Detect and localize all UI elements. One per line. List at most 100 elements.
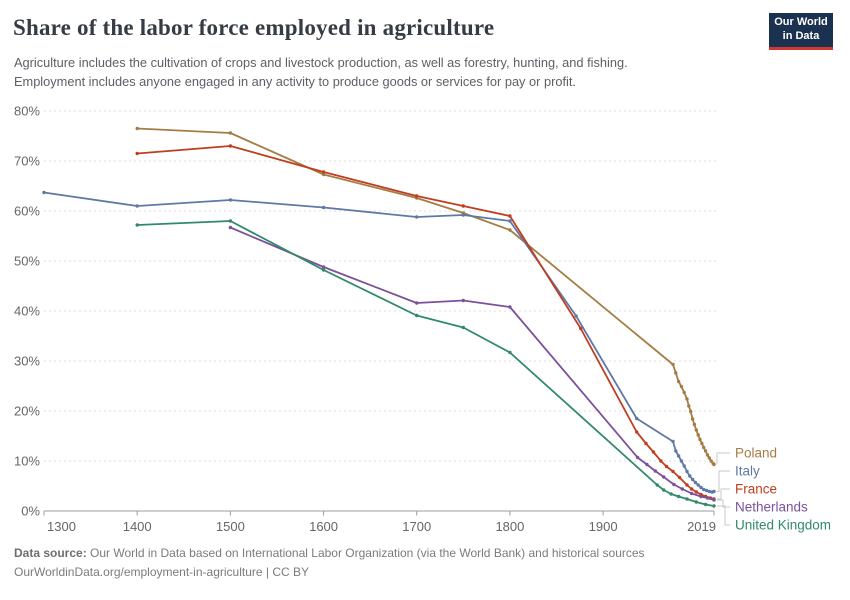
point-marker: [674, 371, 678, 375]
point-marker: [321, 172, 326, 177]
point-marker: [689, 491, 694, 496]
point-marker: [415, 301, 419, 305]
point-marker: [690, 417, 695, 421]
point-marker: [461, 204, 465, 208]
point-marker: [705, 453, 710, 457]
point-marker: [700, 441, 704, 446]
point-marker: [698, 437, 702, 442]
point-marker: [707, 489, 711, 494]
point-marker: [664, 464, 669, 469]
series-italy[interactable]: [42, 190, 716, 494]
point-marker: [712, 504, 716, 508]
legend-label-united-kingdom[interactable]: United Kingdom: [735, 518, 831, 533]
point-marker: [135, 151, 139, 156]
line-netherlands: [230, 226, 715, 501]
x-tick-label-1300: 1300: [47, 519, 76, 534]
x-tick-label-1600: 1600: [309, 519, 338, 534]
point-marker: [651, 450, 656, 454]
point-marker: [679, 459, 684, 463]
point-marker: [671, 362, 675, 367]
legend-connector-netherlands: [717, 499, 730, 508]
point-marker: [645, 462, 649, 467]
point-marker: [703, 449, 708, 453]
point-marker: [635, 416, 639, 421]
point-marker: [321, 205, 326, 210]
point-marker: [228, 198, 233, 202]
point-marker: [694, 428, 698, 432]
point-marker: [415, 194, 419, 198]
point-marker: [321, 170, 326, 174]
point-marker: [508, 219, 512, 223]
point-marker: [674, 449, 678, 453]
point-marker: [662, 488, 666, 492]
point-marker: [685, 497, 689, 501]
point-marker: [461, 325, 465, 330]
point-marker: [694, 500, 698, 504]
line-italy: [43, 191, 715, 493]
logo-line-2: in Data: [782, 30, 820, 42]
series-united-kingdom[interactable]: [135, 219, 716, 508]
legend-label-italy[interactable]: Italy: [735, 464, 760, 479]
attribution-line: OurWorldinData.org/employment-in-agricul…: [14, 565, 310, 580]
y-tick-label-50: 50%: [14, 254, 40, 269]
subtitle-line-1: Agriculture includes the cultivation of …: [14, 55, 628, 70]
point-marker: [228, 219, 233, 223]
x-tick-label-1700: 1700: [402, 519, 431, 534]
line-united-kingdom: [137, 220, 715, 507]
point-marker: [662, 475, 666, 479]
point-marker: [699, 494, 703, 499]
owid-logo[interactable]: Our World in Data: [769, 13, 833, 50]
point-marker: [696, 483, 700, 487]
chart-subtitle: Agriculture includes the cultivation of …: [14, 53, 628, 91]
y-tick-label-60: 60%: [14, 204, 40, 219]
point-marker: [704, 488, 709, 493]
point-marker: [672, 482, 676, 487]
point-marker: [42, 190, 46, 195]
point-marker: [671, 439, 675, 444]
legend-label-poland[interactable]: Poland: [735, 446, 777, 461]
point-marker: [135, 223, 139, 227]
point-marker: [677, 475, 682, 480]
point-marker: [653, 469, 657, 473]
point-marker: [702, 487, 706, 492]
subtitle-line-2: Employment includes anyone engaged in an…: [14, 74, 576, 90]
point-marker: [671, 469, 675, 474]
point-marker: [135, 204, 139, 208]
point-marker: [635, 430, 639, 434]
point-marker: [689, 409, 693, 414]
legend-label-france[interactable]: France: [735, 482, 777, 497]
point-marker: [688, 474, 692, 478]
point-marker: [461, 298, 465, 303]
point-marker: [699, 485, 703, 490]
point-marker: [655, 483, 659, 487]
point-marker: [689, 487, 694, 491]
logo-line-1: Our World: [774, 16, 828, 29]
point-marker: [680, 487, 684, 491]
series-netherlands[interactable]: [228, 225, 716, 502]
y-tick-label-30: 30%: [14, 354, 40, 369]
x-tick-label-2019: 2019: [687, 519, 716, 534]
y-tick-label-0: 0%: [21, 504, 40, 519]
point-marker: [659, 459, 663, 463]
y-tick-label-40: 40%: [14, 304, 40, 319]
point-marker: [712, 498, 716, 502]
point-marker: [321, 265, 326, 269]
point-marker: [696, 433, 700, 437]
x-tick-label-1800: 1800: [495, 519, 524, 534]
legend-label-netherlands[interactable]: Netherlands: [735, 500, 808, 515]
legend-connector-italy: [717, 470, 730, 492]
point-marker: [692, 422, 697, 427]
point-marker: [702, 445, 706, 450]
point-marker: [228, 144, 233, 148]
point-marker: [321, 268, 326, 272]
series-france[interactable]: [135, 144, 716, 501]
y-tick-label-70: 70%: [14, 154, 40, 169]
point-marker: [705, 496, 710, 500]
point-marker: [679, 384, 684, 389]
x-tick-label-1400: 1400: [123, 519, 152, 534]
point-marker: [635, 455, 640, 460]
point-marker: [690, 477, 695, 482]
data-source-line: Data source: Our World in Data based on …: [14, 544, 645, 563]
